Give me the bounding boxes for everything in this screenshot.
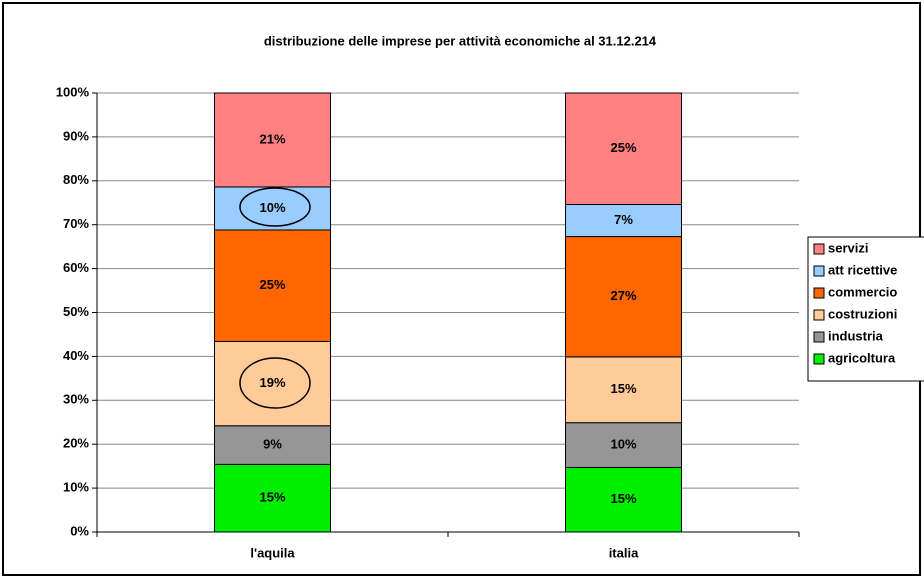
data-label: 9% (263, 437, 282, 452)
legend-label: costruzioni (828, 306, 897, 321)
bar-segment (214, 186, 331, 231)
bar-segment (214, 463, 331, 533)
bar-segment (565, 466, 682, 533)
data-label: 25% (610, 140, 636, 155)
bar-segment (565, 92, 682, 206)
bar-segment (565, 236, 682, 358)
data-label: 10% (259, 200, 285, 215)
y-tick-label: 50% (63, 304, 89, 319)
bar-segment (565, 204, 682, 238)
legend-box (807, 236, 924, 382)
y-tick-label: 100% (56, 84, 90, 99)
chart-title: distribuzione delle imprese per attività… (264, 33, 657, 48)
data-label: 27% (610, 288, 636, 303)
bar-segment (214, 340, 331, 427)
y-tick-label: 40% (63, 348, 89, 363)
y-tick-label: 60% (63, 260, 89, 275)
data-label: 25% (259, 277, 285, 292)
data-label: 19% (259, 375, 285, 390)
data-label: 15% (610, 381, 636, 396)
legend-swatch (813, 265, 825, 277)
y-tick-label: 80% (63, 172, 89, 187)
bar-segment (214, 92, 331, 188)
data-label: 10% (610, 437, 636, 452)
y-tick-label: 70% (63, 216, 89, 231)
legend-label: agricoltura (828, 350, 896, 365)
y-tick-label: 20% (63, 436, 89, 451)
y-tick-label: 10% (63, 480, 89, 495)
legend-label: att ricettive (828, 262, 897, 277)
legend-label: industria (828, 328, 884, 343)
legend-swatch (813, 331, 825, 343)
x-tick-label: italia (609, 545, 639, 560)
legend-swatch (813, 353, 825, 365)
legend-swatch (813, 287, 825, 299)
legend-label: servizi (828, 240, 868, 255)
annotation-ellipse (239, 187, 311, 227)
bar-segment (565, 356, 682, 424)
legend-swatch (813, 309, 825, 321)
annotation-ellipse (239, 357, 311, 409)
x-tick-label: l'aquila (250, 545, 295, 560)
data-label: 7% (614, 212, 633, 227)
data-label: 21% (259, 131, 285, 146)
y-tick-label: 0% (70, 523, 89, 538)
data-label: 15% (610, 491, 636, 506)
y-tick-label: 90% (63, 128, 89, 143)
bar-segment (214, 229, 331, 342)
bar-segment (565, 422, 682, 468)
legend-swatch (813, 243, 825, 255)
bar-segment (214, 425, 331, 465)
data-label: 15% (259, 490, 285, 505)
legend-label: commercio (828, 284, 897, 299)
y-tick-label: 30% (63, 392, 89, 407)
